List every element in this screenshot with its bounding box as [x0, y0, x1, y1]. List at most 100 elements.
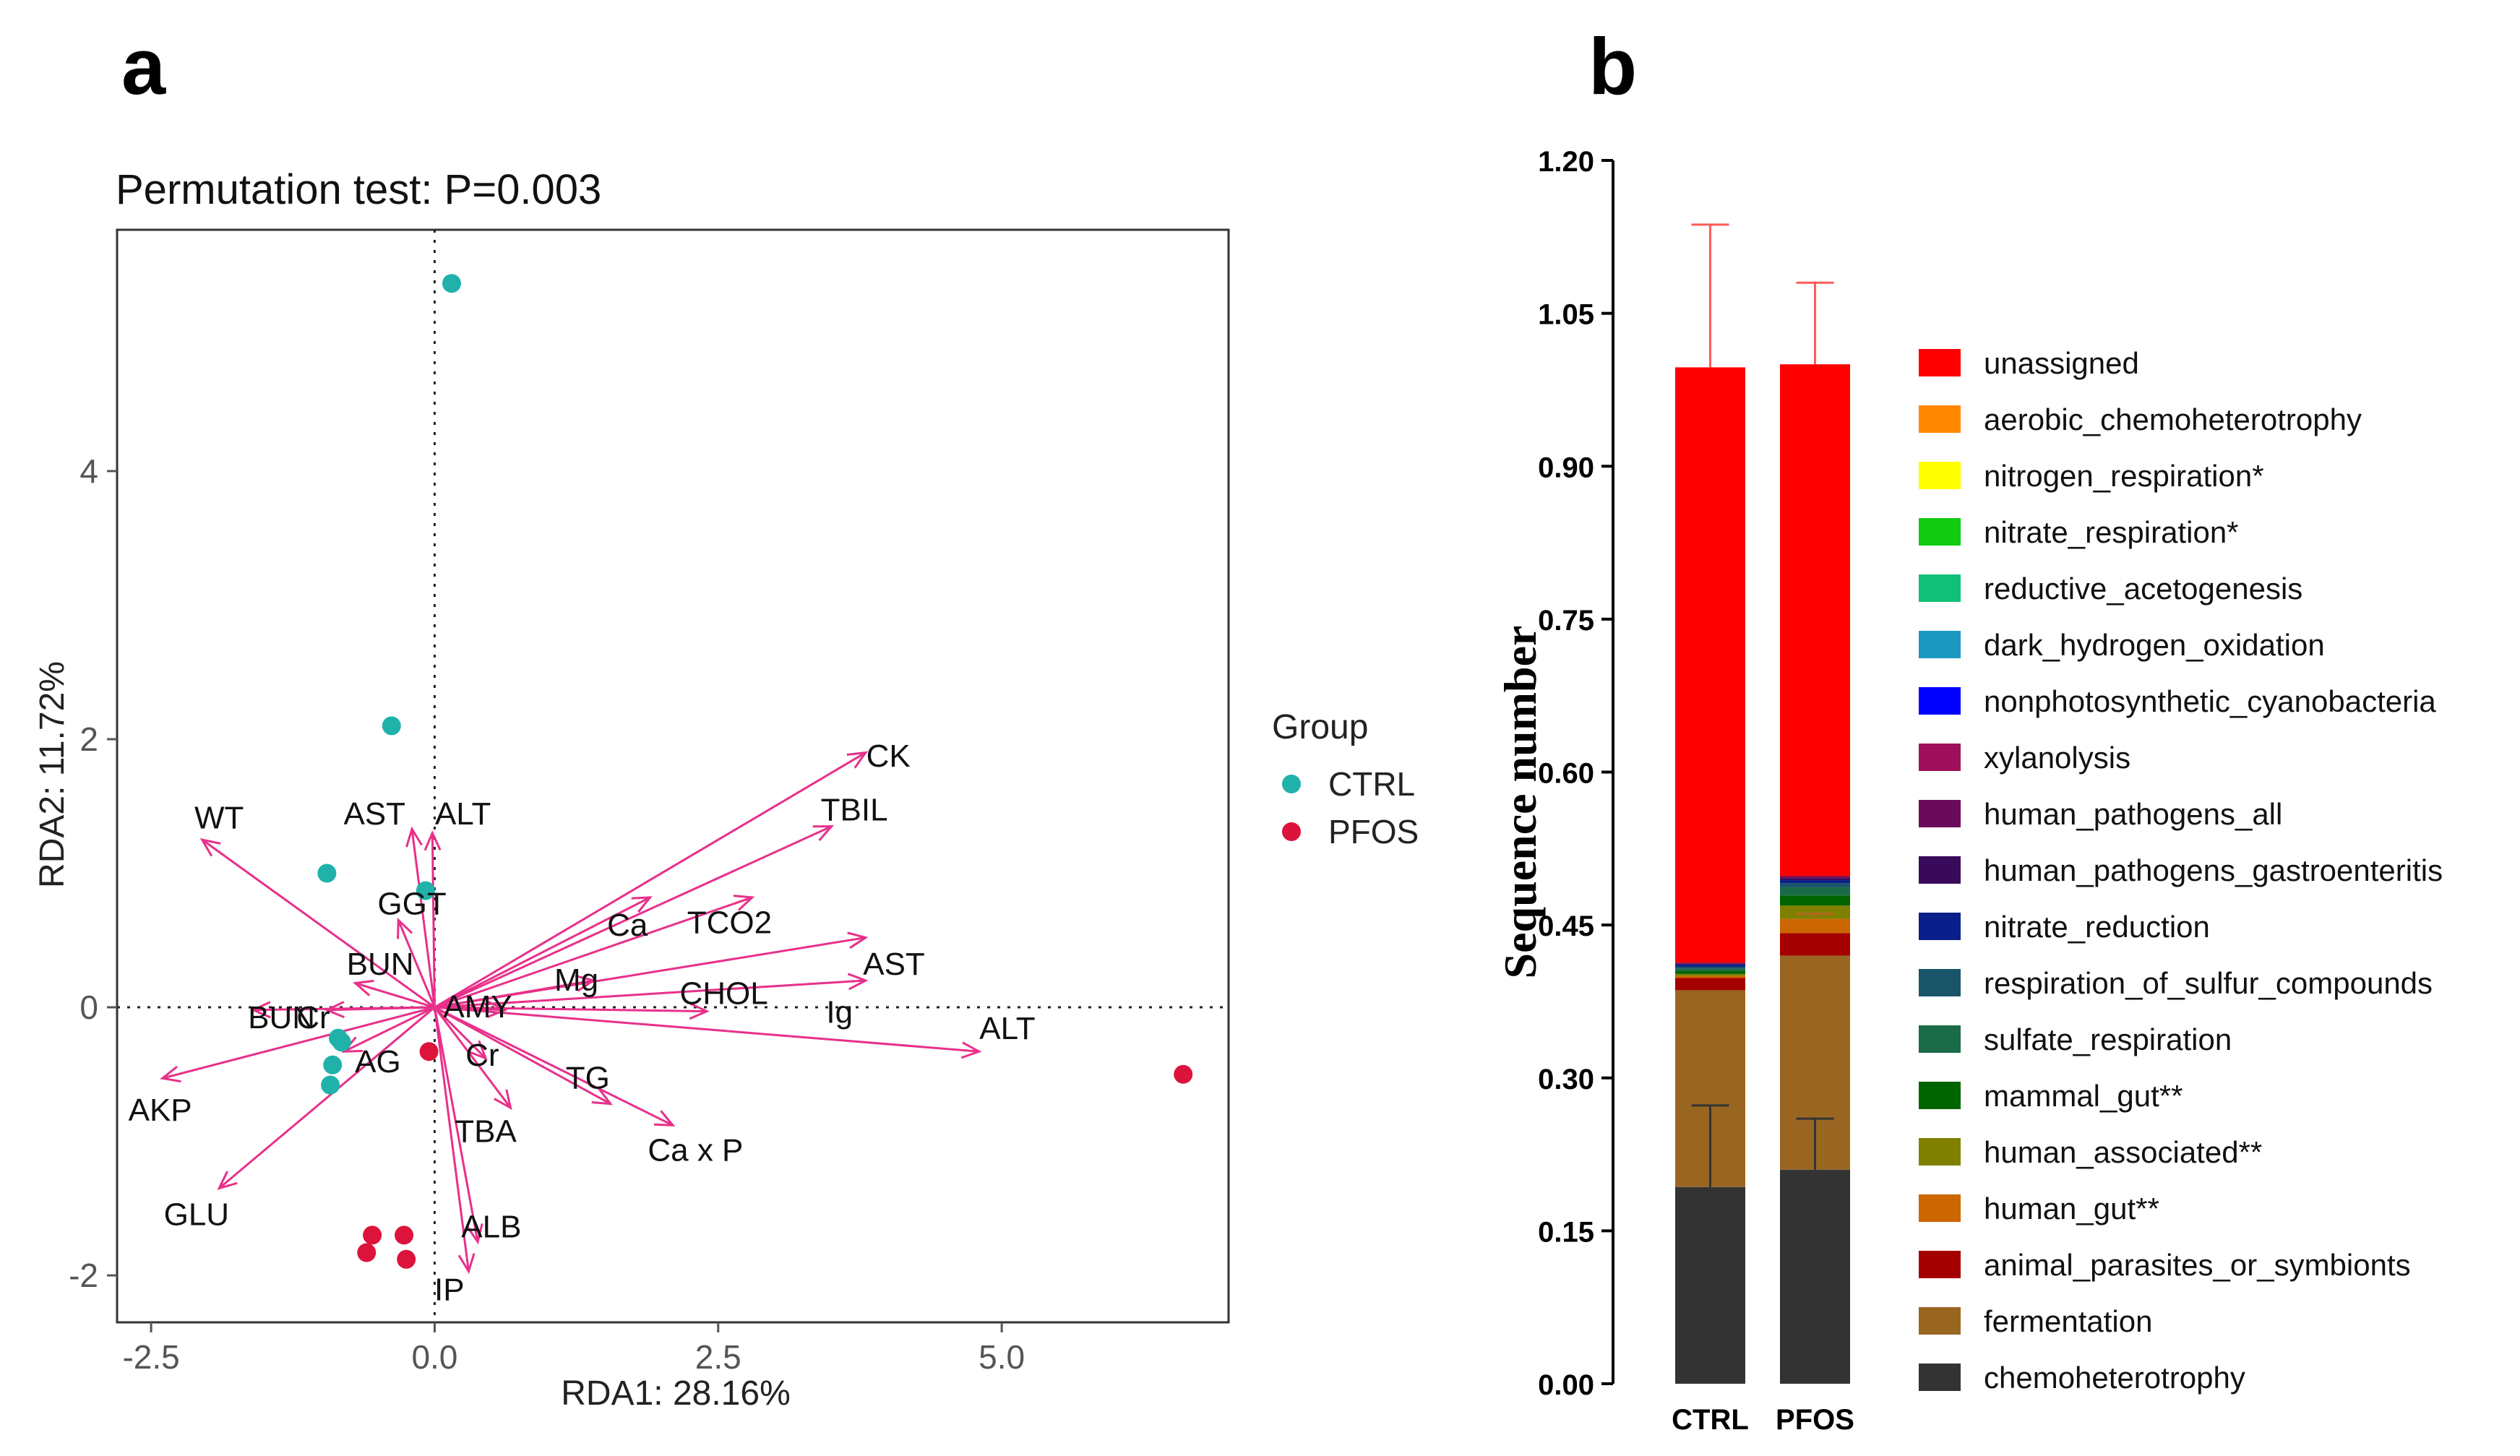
legend-label-human-pathogens-gastroenteritis: human_pathogens_gastroenteritis — [1984, 853, 2443, 887]
rda-vectors — [160, 751, 982, 1275]
vector-akp — [160, 1006, 435, 1083]
legend-label-nitrogen-respiration: nitrogen_respiration* — [1984, 459, 2264, 493]
vector-shaft — [434, 896, 651, 1009]
vector-ag — [341, 1006, 436, 1053]
rda-panel-border — [116, 228, 1230, 1324]
vector-shaft — [434, 1006, 979, 1053]
bar-segment-respiration-of-sulfur-compounds — [1780, 883, 1850, 887]
vector-shaft — [218, 1006, 436, 1189]
vector-head — [689, 1002, 710, 1020]
vector-label-cr: Cr — [465, 1038, 499, 1073]
rda-y-tick-label: -2 — [69, 1257, 98, 1294]
vector-ip — [433, 1007, 476, 1275]
vector-alb — [433, 1007, 483, 1245]
bar-segment-nitrate-reduction — [1675, 965, 1745, 967]
bar-segment-nitrate-reduction — [1780, 880, 1850, 884]
group-legend-title: Group — [1272, 708, 1368, 746]
bar-segment-human-pathogens-all — [1780, 876, 1850, 879]
vector-head — [487, 1000, 508, 1018]
legend-label-respiration-of-sulfur-compounds: respiration_of_sulfur_compounds — [1984, 966, 2433, 1000]
bar-y-tick-label: 0.75 — [1538, 605, 1594, 637]
bar-y-tick-label: 1.05 — [1538, 299, 1594, 331]
legend-swatch-fermentation — [1919, 1307, 1961, 1335]
legend-label-xylanolysis: xylanolysis — [1984, 741, 2130, 775]
legend-swatch-mammal-gut — [1919, 1082, 1961, 1109]
function-legend: unassigned aerobic_chemoheterotrophynitro… — [1919, 346, 2443, 1395]
bar-y-tick-label: 0.00 — [1538, 1369, 1594, 1401]
vector-shaft — [434, 1006, 674, 1127]
legend-swatch-chemoheterotrophy — [1919, 1364, 1961, 1391]
legend-swatch-respiration-of-sulfur-compounds — [1919, 969, 1961, 996]
legend-label-nonphotosynthetic-cyanobacteria: nonphotosynthetic_cyanobacteria — [1984, 684, 2436, 718]
bar-y-tick-label: 1.20 — [1538, 146, 1594, 178]
vector-shaft — [201, 838, 436, 1009]
legend-label-nitrate-reduction: nitrate_reduction — [1984, 910, 2210, 944]
legend-label-fermentation: fermentation — [1984, 1304, 2152, 1338]
bar-y-tick-label: 0.90 — [1538, 452, 1594, 483]
vector-label-ck: CK — [866, 738, 911, 774]
stacked-bars — [1675, 364, 1850, 1384]
vector-amy — [434, 1000, 508, 1018]
bar-segment-sulfate-respiration — [1780, 887, 1850, 896]
bar-segment-sulfate-respiration — [1675, 968, 1745, 971]
group-legend-items: CTRL PFOS — [1282, 765, 1419, 850]
vector-alt — [434, 1006, 982, 1059]
panel-a-label: a — [121, 22, 166, 111]
bar-segment-human-gut — [1780, 918, 1850, 934]
point-ctrl — [442, 274, 461, 293]
bar-y-tick-label: 0.15 — [1538, 1216, 1594, 1248]
vector-label-amy: AMY — [443, 989, 512, 1025]
legend-swatch-dark-hydrogen-oxidation — [1919, 631, 1961, 658]
vector-head — [846, 751, 868, 769]
vector-shaft — [434, 1006, 487, 1059]
bar-segment-mammal-gut — [1675, 970, 1745, 974]
legend-swatch-reductive-acetogenesis — [1919, 574, 1961, 602]
vector-shaft — [434, 979, 594, 1009]
legend-label-human-pathogens-all: human_pathogens_all — [1984, 797, 2282, 831]
rda-plot-frame — [116, 228, 1230, 1324]
legend-label-mammal-gut: mammal_gut** — [1984, 1079, 2183, 1113]
bar-y-tick-label: 0.45 — [1538, 910, 1594, 942]
vector-label-glu: GLU — [164, 1197, 229, 1233]
panel-b-label: b — [1588, 22, 1637, 111]
rda-y-axis-title: RDA2: 11.72% — [33, 661, 72, 888]
vector-ast — [405, 826, 436, 1008]
legend-swatch-human-pathogens-all — [1919, 800, 1961, 827]
legend-label-human-associated: human_associated** — [1984, 1135, 2262, 1169]
vector-shaft — [434, 979, 866, 1009]
vector-head — [591, 1087, 613, 1106]
vector-tg — [434, 1006, 613, 1106]
vector-head — [575, 974, 596, 992]
vector-label-akp: AKP — [129, 1093, 192, 1128]
vector-label-ip: IP — [434, 1272, 465, 1308]
legend-swatch-sulfate-respiration — [1919, 1025, 1961, 1053]
rda-y-tick-label: 0 — [79, 988, 98, 1026]
legend-marker-ctrl — [1282, 775, 1301, 793]
point-ctrl — [416, 881, 435, 900]
vector-label-alb: ALB — [461, 1209, 521, 1244]
legend-label-sulfate-respiration: sulfate_respiration — [1984, 1022, 2232, 1056]
rda-x-tick-label: -2.5 — [122, 1338, 179, 1376]
point-pfos — [1174, 1064, 1193, 1084]
vector-shaft — [355, 982, 435, 1009]
vector-label-ast: AST — [343, 796, 405, 832]
vector-label-alt: ALT — [979, 1011, 1035, 1046]
rda-x-tick-label: 0.0 — [411, 1338, 457, 1376]
vector-shaft — [434, 896, 753, 1009]
rda-points — [317, 274, 1193, 1269]
bar-segment-animal-parasites-or-symbionts — [1780, 933, 1850, 956]
vector-cr — [324, 1001, 435, 1019]
legend-swatch-human-associated — [1919, 1138, 1961, 1166]
rda-y-tick-label: 4 — [79, 452, 98, 490]
rda-x-axis-title: RDA1: 28.16% — [561, 1374, 791, 1413]
bar-segment-human-associated — [1675, 973, 1745, 976]
legend-swatch-animal-parasites-or-symbionts — [1919, 1251, 1961, 1278]
vector-head — [733, 895, 755, 911]
bar-y-tick-label: 0.30 — [1538, 1064, 1594, 1095]
vector-label-tba: TBA — [455, 1114, 517, 1150]
vector-head — [353, 979, 374, 996]
vector-head — [960, 1041, 982, 1059]
vector-head — [631, 896, 653, 913]
vector-tba — [434, 1007, 512, 1111]
vector-label-tco2: TCO2 — [687, 905, 772, 940]
